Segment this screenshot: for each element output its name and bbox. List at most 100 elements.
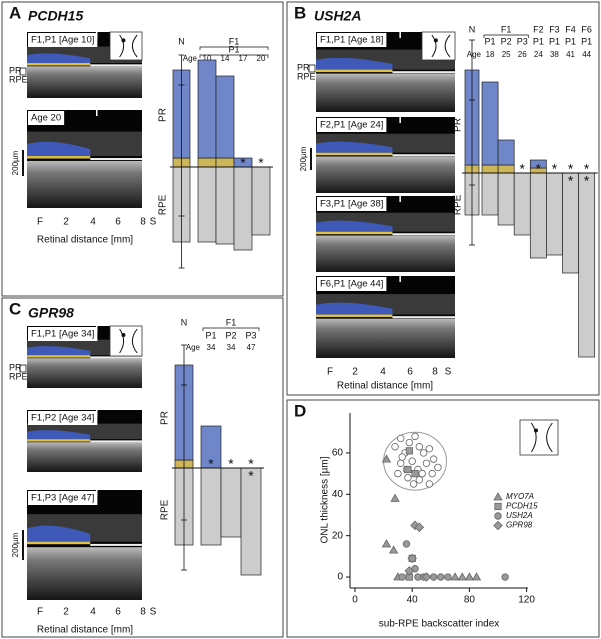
y-tick-label: 0: [337, 572, 343, 583]
point: [388, 545, 399, 554]
series-label: RPE: [160, 499, 171, 520]
panel-frame: [1, 1, 284, 297]
oct-bright-line: [90, 543, 142, 546]
age-value: 20: [257, 54, 266, 63]
oct-pr-layer: [27, 53, 91, 64]
significance-mark: *: [520, 161, 526, 177]
y-tick-label: 60: [332, 448, 344, 459]
point: [429, 573, 438, 581]
bar-band: [497, 164, 515, 174]
inset-eye: [119, 328, 138, 354]
point: [444, 573, 452, 581]
point: [425, 445, 434, 453]
column-header: N: [181, 317, 188, 327]
column-header: P1: [549, 36, 560, 46]
bar-rpe: [220, 467, 242, 538]
column-header: N: [178, 36, 185, 46]
bar-rpe: [546, 172, 563, 256]
oct-choroid: [27, 160, 142, 208]
significance-mark: *: [248, 468, 254, 484]
age-value: 34: [227, 343, 236, 352]
age-value: 47: [247, 343, 256, 352]
x-tick-label: 8: [432, 367, 438, 378]
bar-rpe: [233, 166, 253, 251]
oct-pr-layer: [27, 430, 91, 440]
x-axis-label: Retinal distance [mm]: [37, 625, 133, 636]
oct-rpe-layer: [27, 63, 91, 66]
age-value: 24: [534, 50, 543, 59]
layer-label: RPE: [9, 371, 28, 381]
significance-mark: *: [584, 173, 590, 189]
point: [471, 572, 482, 581]
fovea-marker: [399, 196, 401, 202]
x-tick-label: 6: [407, 367, 413, 378]
point: [429, 455, 438, 463]
panel-frame: [286, 1, 600, 396]
column-header: F2: [533, 24, 544, 34]
bar-rpe: [529, 172, 547, 259]
image-label-box: [317, 118, 387, 132]
age-value: 41: [566, 50, 575, 59]
image-label: F3,P1 [Age 38]: [320, 199, 383, 210]
x-tick-label: 6: [115, 217, 121, 228]
legend-label: MYO7A: [506, 492, 534, 501]
point: [390, 493, 400, 502]
header-bracket: [202, 327, 260, 331]
column-header: N: [469, 24, 476, 34]
age-value: 25: [502, 50, 511, 59]
oct-choroid: [316, 73, 455, 112]
fovea-marker: [399, 276, 401, 282]
age-value: 17: [239, 54, 248, 63]
age-value: 38: [550, 50, 559, 59]
image-label-box: [28, 327, 98, 341]
oct-pr-layer: [316, 141, 393, 153]
significance-mark: *: [228, 456, 234, 472]
significance-mark: *: [248, 456, 254, 472]
bar-pr: [215, 75, 235, 159]
point: [428, 469, 436, 478]
age-value: 34: [207, 343, 216, 352]
image-label-box: [28, 111, 65, 125]
inset-dot: [533, 428, 538, 433]
x-tick-label: 2: [63, 607, 69, 618]
inset-eye: [119, 34, 138, 58]
column-header: P3: [245, 330, 256, 340]
bar-rpe: [251, 166, 271, 236]
bar-rpe: [497, 172, 515, 226]
column-header: F6: [581, 24, 592, 34]
x-tick-label: 80: [464, 595, 476, 606]
column-header: P1: [533, 36, 544, 46]
point: [450, 572, 460, 581]
x-axis-label: Retinal distance [mm]: [337, 381, 433, 392]
point: [411, 470, 419, 478]
x-tick-label: 4: [90, 607, 96, 618]
panel-letter: B: [294, 3, 306, 22]
oct-choroid: [316, 156, 455, 193]
oct-bright-line: [392, 154, 455, 157]
oct-rpe-layer: [27, 439, 91, 442]
header-bracket: [199, 54, 269, 58]
age-label: Age: [183, 54, 198, 63]
point: [405, 438, 414, 447]
image-label-box: [317, 33, 387, 47]
y-tick-label: 20: [332, 530, 344, 541]
point: [418, 469, 426, 478]
column-header: P1: [205, 330, 216, 340]
x-tick-label: 8: [140, 217, 146, 228]
oct-choroid: [27, 547, 142, 600]
fovea-marker: [399, 117, 401, 123]
bar-pr: [481, 81, 499, 166]
oct-choroid: [27, 66, 142, 98]
inset-icon: [109, 325, 143, 357]
bar-band: [215, 157, 235, 168]
image-label: F1,P2 [Age 34]: [31, 413, 94, 424]
column-header: F1: [501, 24, 512, 34]
header-bracket: [199, 46, 269, 50]
oct-rpe-layer: [316, 314, 393, 318]
point: [425, 480, 434, 488]
fovea-marker: [96, 110, 98, 116]
column-header: F3: [549, 24, 560, 34]
x-tick-label: 4: [380, 367, 386, 378]
panel-title: GPR98: [28, 305, 74, 321]
x-tick-label: 120: [518, 595, 535, 606]
